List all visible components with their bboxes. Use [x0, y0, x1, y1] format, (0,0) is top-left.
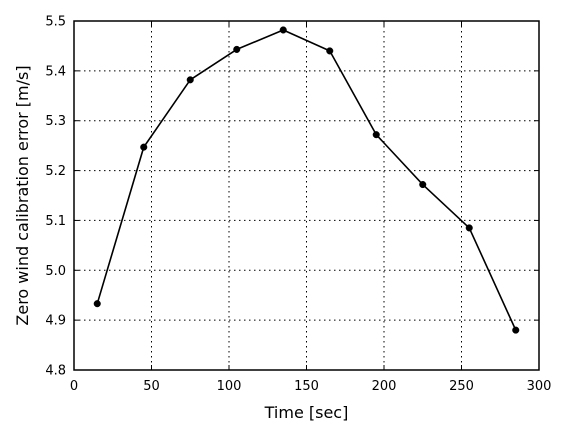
y-tick-label: 4.8 — [45, 364, 66, 379]
x-tick-label: 50 — [143, 379, 160, 394]
y-tick-label: 5.2 — [45, 164, 66, 179]
y-tick-label: 5.5 — [45, 15, 66, 30]
data-point — [140, 143, 148, 151]
data-point — [186, 76, 194, 84]
series-layer — [93, 26, 520, 334]
data-point — [465, 224, 473, 232]
ticks — [73, 20, 540, 371]
grid — [74, 21, 539, 370]
y-tick-label: 5.3 — [45, 114, 66, 129]
plot-frame — [73, 20, 540, 371]
data-point — [512, 326, 520, 334]
data-point — [279, 26, 287, 34]
y-tick-label: 5.0 — [45, 264, 66, 279]
x-tick-labels: 0 50 100 150 200 250 300 — [70, 379, 552, 394]
y-tick-label: 4.9 — [45, 314, 66, 329]
y-tick-label: 5.4 — [45, 64, 66, 79]
x-tick-label: 300 — [527, 379, 552, 394]
x-tick-label: 200 — [372, 379, 397, 394]
x-tick-label: 150 — [294, 379, 319, 394]
y-tick-labels: 4.8 4.9 5.0 5.1 5.2 5.3 5.4 5.5 — [45, 15, 66, 379]
data-point — [419, 180, 427, 189]
x-axis-label: Time [sec] — [264, 403, 349, 422]
data-point — [93, 300, 101, 308]
x-tick-label: 100 — [217, 379, 242, 394]
series-line — [96, 29, 517, 331]
x-tick-label: 0 — [70, 379, 78, 394]
y-axis-label: Zero wind calibration error [m/s] — [13, 65, 32, 325]
data-point — [326, 47, 334, 55]
data-point — [372, 131, 380, 139]
x-tick-label: 250 — [449, 379, 474, 394]
data-point — [233, 45, 241, 53]
y-tick-label: 5.1 — [45, 214, 66, 229]
